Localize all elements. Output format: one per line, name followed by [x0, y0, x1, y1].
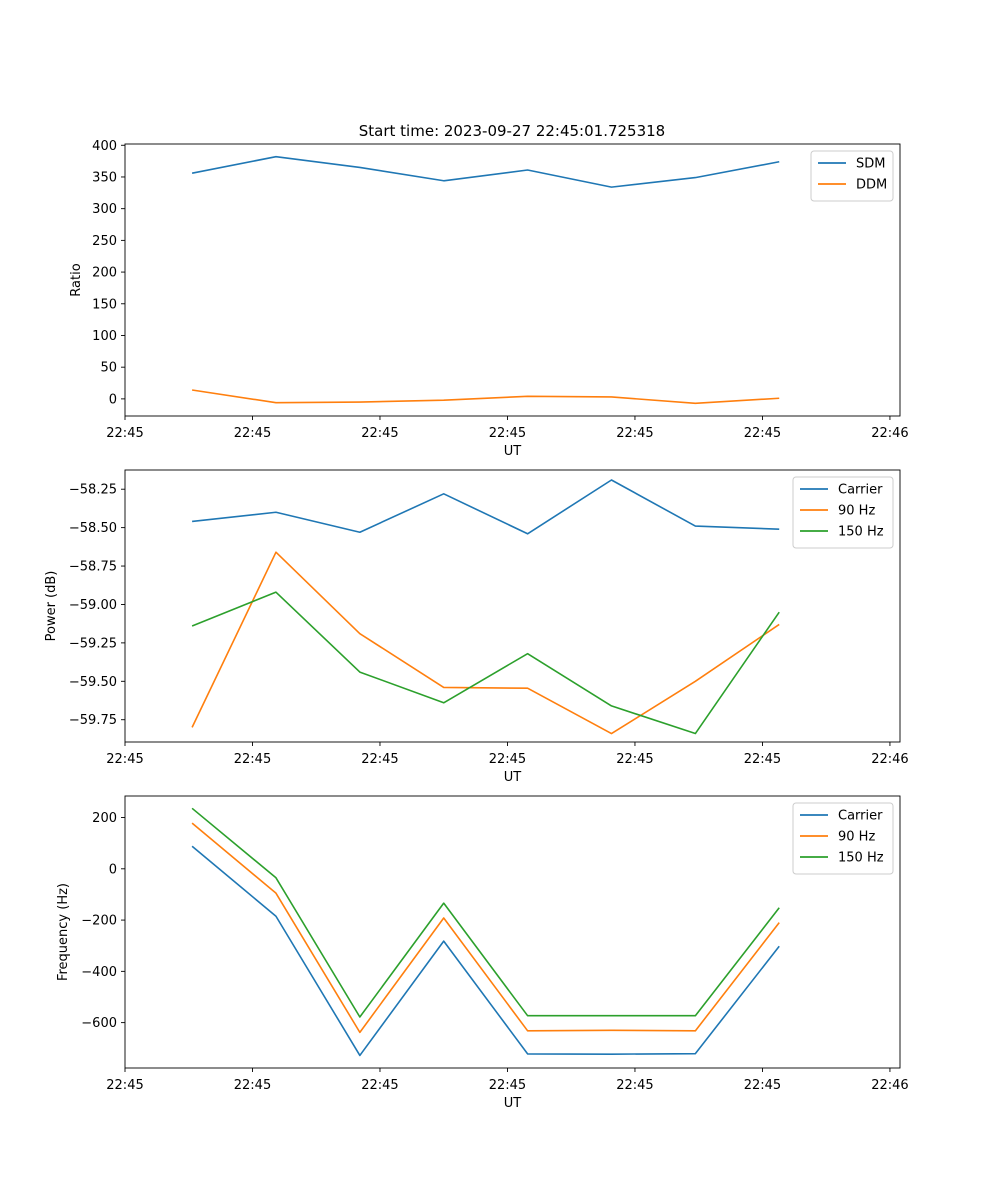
y-tick-label: 250	[92, 234, 117, 249]
x-tick-label: 22:45	[361, 1078, 398, 1093]
legend-label: 90 Hz	[838, 830, 875, 845]
y-tick-label: 0	[109, 392, 117, 407]
y-tick-label: −59.00	[69, 598, 117, 613]
y-tick-label: 350	[92, 170, 117, 185]
x-tick-label: 22:45	[489, 1078, 526, 1093]
y-tick-label: 200	[92, 811, 117, 826]
x-tick-label: 22:45	[361, 426, 398, 441]
x-tick-label: 22:45	[744, 752, 781, 767]
legend-label: DDM	[856, 178, 887, 193]
y-tick-label: −58.25	[69, 483, 117, 498]
x-axis-label: UT	[504, 444, 522, 459]
y-tick-label: −200	[81, 914, 117, 929]
legend-label: Carrier	[838, 483, 883, 498]
y-axis-label: Ratio	[69, 263, 84, 296]
y-axis-label: Frequency (Hz)	[56, 883, 71, 981]
y-tick-label: 400	[92, 139, 117, 154]
x-tick-label: 22:45	[744, 426, 781, 441]
x-axis-label: UT	[504, 1096, 522, 1111]
legend-label: 90 Hz	[838, 504, 875, 519]
x-tick-label: 22:45	[106, 1078, 143, 1093]
x-tick-label: 22:45	[616, 752, 653, 767]
x-tick-label: 22:45	[234, 752, 271, 767]
x-tick-label: 22:45	[616, 1078, 653, 1093]
legend-label: 150 Hz	[838, 525, 884, 540]
x-tick-label: 22:45	[744, 1078, 781, 1093]
y-tick-label: −59.25	[69, 636, 117, 651]
y-tick-label: 50	[100, 361, 117, 376]
legend: Carrier 90 Hz 150 Hz	[793, 477, 893, 548]
x-tick-label: 22:45	[616, 426, 653, 441]
legend-label: Carrier	[838, 809, 883, 824]
y-tick-label: 300	[92, 202, 117, 217]
x-axis-label: UT	[504, 770, 522, 785]
x-tick-label: 22:45	[361, 752, 398, 767]
x-tick-label: 22:45	[106, 426, 143, 441]
x-tick-label: 22:46	[871, 1078, 908, 1093]
x-tick-label: 22:45	[489, 752, 526, 767]
legend-label: SDM	[856, 157, 885, 172]
y-tick-label: 150	[92, 297, 117, 312]
x-tick-label: 22:45	[234, 1078, 271, 1093]
y-tick-label: −400	[81, 965, 117, 980]
legend: SDM DDM	[811, 151, 893, 201]
y-tick-label: −59.75	[69, 713, 117, 728]
y-tick-label: −600	[81, 1016, 117, 1031]
x-tick-label: 22:46	[871, 426, 908, 441]
x-tick-label: 22:45	[489, 426, 526, 441]
legend: Carrier 90 Hz 150 Hz	[793, 803, 893, 874]
y-axis-label: Power (dB)	[44, 571, 59, 642]
x-tick-label: 22:46	[871, 752, 908, 767]
y-tick-label: −58.50	[69, 521, 117, 536]
legend-label: 150 Hz	[838, 851, 884, 866]
y-tick-label: −58.75	[69, 560, 117, 575]
x-tick-label: 22:45	[106, 752, 143, 767]
y-tick-label: −59.50	[69, 675, 117, 690]
figure-title: Start time: 2023-09-27 22:45:01.725318	[359, 122, 665, 140]
y-tick-label: 0	[109, 862, 117, 877]
x-tick-label: 22:45	[234, 426, 271, 441]
y-tick-label: 100	[92, 329, 117, 344]
y-tick-label: 200	[92, 266, 117, 281]
